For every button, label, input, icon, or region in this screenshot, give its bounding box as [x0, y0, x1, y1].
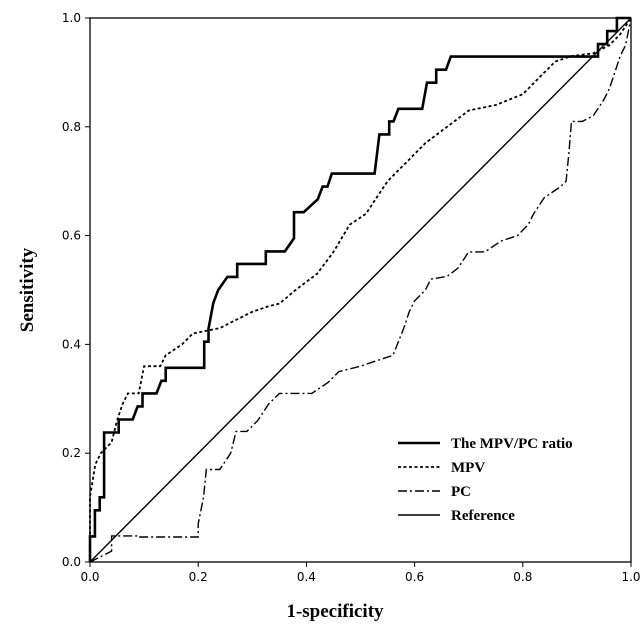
y-tick-label: 0.4	[62, 337, 81, 351]
series-layer	[88, 16, 632, 563]
legend-label: MPV	[451, 460, 485, 476]
legend-label: Reference	[451, 508, 515, 524]
x-tick-label: 0.0	[80, 570, 99, 584]
x-tick-label: 1.0	[621, 570, 640, 584]
x-axis-title: 1-specificity	[286, 601, 384, 622]
y-tick-label: 0.2	[62, 446, 81, 460]
y-tick-label: 0.0	[62, 555, 81, 569]
x-tick-label: 0.6	[405, 570, 424, 584]
series-line-the-mpv-pc-ratio	[88, 16, 631, 562]
y-tick-label: 0.8	[62, 120, 81, 134]
x-tick-label: 0.8	[513, 570, 532, 584]
x-tick-label: 0.2	[189, 570, 208, 584]
legend-label: PC	[451, 484, 471, 500]
series-line-reference	[89, 17, 632, 563]
series-line-pc	[89, 17, 632, 563]
y-axis-title: Sensitivity	[17, 247, 38, 332]
y-tick-label: 0.6	[62, 229, 81, 243]
x-tick-label: 0.4	[297, 570, 316, 584]
y-tick-label: 1.0	[62, 11, 81, 25]
legend: The MPV/PC ratio MPV PC Reference	[398, 436, 573, 524]
legend-label: The MPV/PC ratio	[451, 436, 573, 452]
series-line-mpv	[89, 17, 632, 562]
axis-ticks: 0.0 0.2 0.4 0.6 0.8 1.0 0.0 0.2 0.4 0.6 0.8 1.0	[62, 11, 641, 584]
